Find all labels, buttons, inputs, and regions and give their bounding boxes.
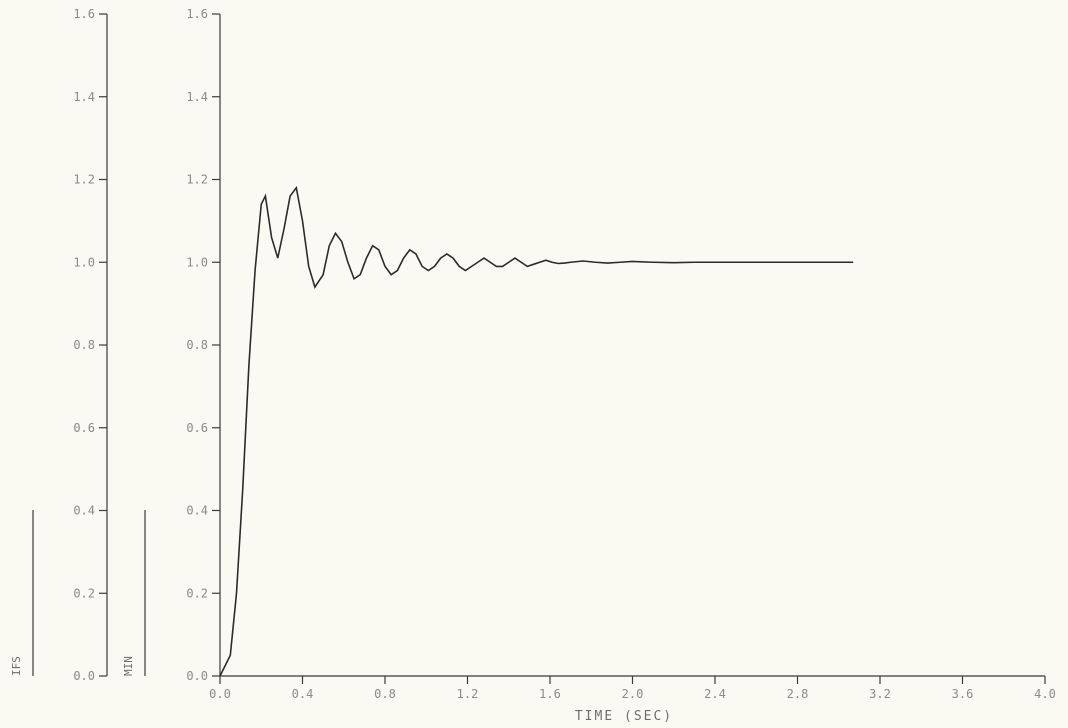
x-tick-label: 2.0 [622, 687, 644, 701]
y-tick-label: 0.4 [186, 504, 208, 518]
y-axis: 0.0 0.2 0.4 0.6 0.8 1.0 1.2 1.4 1.6 [186, 7, 221, 683]
plot-area [219, 185, 854, 677]
x-axis-title: TIME (SEC) [575, 709, 673, 724]
x-tick-label: 1.2 [457, 687, 479, 701]
secondary-y-tick-label: 0.2 [73, 586, 95, 600]
y-tick-label: 1.6 [186, 7, 208, 21]
secondary-y-axis: 0.0 0.2 0.4 0.6 0.8 1.0 1.2 1.4 1.6 IFS MIN [10, 7, 146, 683]
x-axis: 0.0 0.4 0.8 1.2 1.6 2.0 2.4 2.8 3.2 3.6 4.0 [209, 675, 1056, 701]
secondary-y-tick-label: 0.0 [73, 669, 95, 683]
y-tick-label: 0.8 [186, 338, 208, 352]
x-tick-label: 2.8 [787, 687, 809, 701]
secondary-y-tick-label: 0.4 [73, 504, 95, 518]
scale-marker-label: IFS [10, 656, 23, 676]
x-tick-label: 2.4 [704, 687, 726, 701]
y-tick-label: 0.0 [186, 669, 208, 683]
x-tick-label: 4.0 [1034, 687, 1056, 701]
secondary-y-tick-label: 1.0 [73, 255, 95, 269]
secondary-y-tick-label: 0.6 [73, 421, 95, 435]
y-tick-label: 0.2 [186, 586, 208, 600]
x-tick-label: 0.8 [374, 687, 396, 701]
x-tick-label: 0.0 [209, 687, 231, 701]
y-tick-label: 1.4 [186, 90, 208, 104]
secondary-y-tick-label: 1.6 [73, 7, 95, 21]
y-tick-label: 0.6 [186, 421, 208, 435]
y-tick-label: 1.0 [186, 255, 208, 269]
x-tick-label: 1.6 [539, 687, 561, 701]
scale-marker-label: MIN [122, 656, 135, 676]
x-tick-label: 3.6 [952, 687, 974, 701]
secondary-y-tick-label: 1.4 [73, 90, 95, 104]
secondary-y-tick-label: 1.2 [73, 173, 95, 187]
x-tick-label: 3.2 [869, 687, 891, 701]
y-tick-label: 1.2 [186, 173, 208, 187]
series-line-0 [219, 185, 854, 677]
secondary-y-tick-label: 0.8 [73, 338, 95, 352]
x-tick-label: 0.4 [292, 687, 314, 701]
